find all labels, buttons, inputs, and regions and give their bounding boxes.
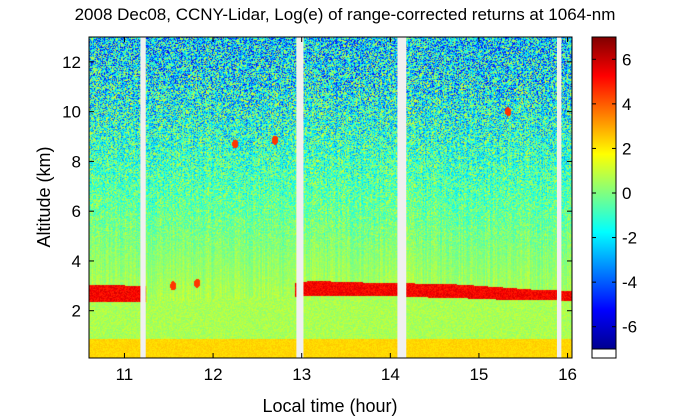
y-tick-label: 12 — [62, 53, 81, 72]
data-gaps — [140, 37, 562, 358]
data-gap — [397, 37, 407, 358]
x-axis: 11 12 13 14 15 16 — [116, 37, 577, 384]
y-axis-label: Altitude (km) — [34, 146, 54, 247]
colorbar: -6 -4 -2 0 2 4 6 — [591, 36, 637, 359]
colorbar-tick-label: -6 — [622, 318, 637, 337]
y-tick-label: 4 — [72, 252, 81, 271]
y-tick-label: 10 — [62, 103, 81, 122]
colorbar-ticks: -6 -4 -2 0 2 4 6 — [592, 50, 637, 337]
x-tick-label: 13 — [292, 365, 311, 384]
colorbar-tick-label: 2 — [622, 139, 631, 158]
x-tick-label: 11 — [116, 365, 134, 384]
data-gap — [140, 37, 146, 358]
y-tick-label: 6 — [72, 202, 81, 221]
y-tick-label: 2 — [72, 302, 81, 321]
chart-title: 2008 Dec08, CCNY-Lidar, Log(e) of range-… — [75, 5, 616, 24]
plot-frame — [88, 36, 573, 359]
colorbar-tick-label: 6 — [622, 50, 631, 69]
x-tick-label: 15 — [469, 365, 488, 384]
x-tick-label: 14 — [381, 365, 400, 384]
x-tick-label: 12 — [204, 365, 223, 384]
colorbar-tick-label: 0 — [622, 184, 631, 203]
data-gap — [556, 37, 562, 358]
colorbar-tick-label: -2 — [622, 229, 637, 248]
x-tick-label: 16 — [558, 365, 577, 384]
x-axis-label: Local time (hour) — [262, 396, 397, 416]
plot-area — [89, 37, 572, 358]
y-axis: 2 4 6 8 10 12 — [62, 53, 572, 321]
colorbar-tick-label: 4 — [622, 95, 631, 114]
data-gap — [296, 37, 304, 358]
lidar-heatmap — [89, 37, 572, 358]
colorbar-tick-label: -4 — [622, 273, 637, 292]
colorbar-blank — [591, 348, 617, 359]
y-tick-label: 8 — [72, 152, 81, 171]
